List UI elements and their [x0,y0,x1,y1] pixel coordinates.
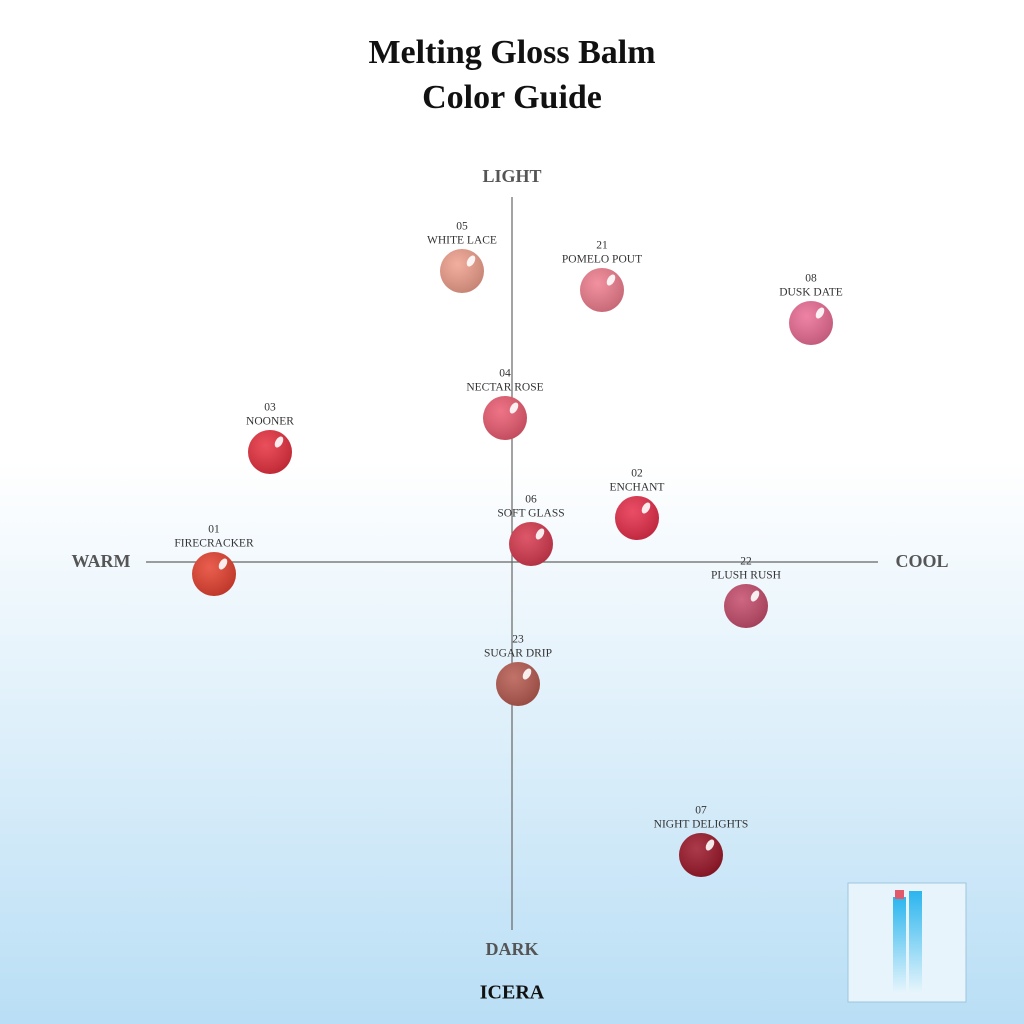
shade-code: 08 [805,273,817,285]
title-line: Color Guide [422,79,602,116]
shade-name: FIRECRACKER [174,538,254,550]
highlight [509,402,519,414]
swatch-shade [496,662,540,706]
shade-node: 01 FIRECRACKER [174,524,254,596]
swatch-shade [789,301,833,345]
shade-code: 07 [695,805,707,817]
shade-name: SOFT GLASS [497,508,564,520]
shade-code: 03 [264,402,276,414]
swatch-shade [192,552,236,596]
shade-node: 03 NOONER [246,402,294,474]
shade-node: 07 NIGHT DELIGHTS [654,805,749,877]
swatch-shade [440,249,484,293]
shade-code: 05 [456,221,468,233]
swatch-shade [580,268,624,312]
product-image [847,882,967,1003]
shade-name: ENCHANT [610,482,665,494]
shade-node: 08 DUSK DATE [779,273,843,345]
shade-name: DUSK DATE [779,287,843,299]
shade-node: 22 PLUSH RUSH [711,556,781,628]
highlight [705,839,715,851]
shade-node: 23 SUGAR DRIP [484,634,552,706]
shade-code: 23 [512,634,524,646]
shade-code: 04 [499,368,511,380]
shade-name: POMELO POUT [562,254,642,266]
shade-node: 06 SOFT GLASS [497,494,565,566]
shade-node: 04 NECTAR ROSE [466,368,544,440]
shade-name: SUGAR DRIP [484,648,552,660]
swatch-shade [483,396,527,440]
shade-code: 02 [631,468,643,480]
swatch-shade [615,496,659,540]
swatch-shade [724,584,768,628]
swatch-shade [248,430,292,474]
title-line: Melting Gloss Balm [368,34,655,71]
swatch-shade [509,522,553,566]
shade-name: NIGHT DELIGHTS [654,819,749,831]
brand: ICERA [480,982,545,1004]
highlight [466,255,476,267]
highlight [641,502,651,514]
axis-label: LIGHT [482,166,541,186]
shade-name: PLUSH RUSH [711,570,781,582]
highlight [750,590,760,602]
shade-node: 21 POMELO POUT [562,240,642,312]
highlight [815,307,825,319]
shade-name: NOONER [246,416,294,428]
shade-code: 21 [596,240,608,252]
shade-node: 02 ENCHANT [610,468,665,540]
highlight [218,558,228,570]
shade-node: 05 WHITE LACE [427,221,497,293]
swatch-shade [679,833,723,877]
highlight [274,436,284,448]
shade-name: WHITE LACE [427,235,497,247]
shade-code: 06 [525,494,537,506]
shade-code: 01 [208,524,220,536]
axis-label: WARM [72,551,131,571]
shade-code: 22 [740,556,752,568]
axis-label: COOL [895,551,948,571]
highlight [522,668,532,680]
highlight [535,528,545,540]
axis-label: DARK [486,939,539,959]
shade-name: NECTAR ROSE [466,382,543,394]
highlight [606,274,616,286]
